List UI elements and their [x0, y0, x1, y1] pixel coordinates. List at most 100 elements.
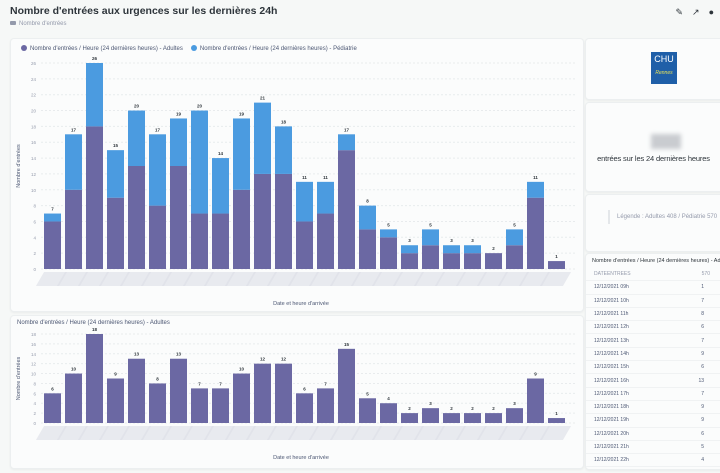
bar-adultes[interactable]: [44, 393, 61, 423]
bar-adultes[interactable]: [401, 253, 418, 269]
bar-pediatrie[interactable]: [149, 134, 166, 206]
bar-adultes[interactable]: [548, 261, 565, 269]
bar-adultes[interactable]: [233, 189, 250, 269]
column-header-date[interactable]: DATEENTREES: [594, 271, 631, 278]
bar-pediatrie[interactable]: [233, 118, 250, 190]
bar-adultes[interactable]: [275, 173, 292, 269]
bar-adultes[interactable]: [86, 334, 103, 423]
bar-adultes[interactable]: [170, 166, 187, 269]
bar-pediatrie[interactable]: [191, 110, 208, 214]
table-row[interactable]: 12/12/2021 14h 9: [586, 348, 720, 362]
pencil-icon[interactable]: ✎: [675, 7, 684, 17]
info-icon[interactable]: ●: [708, 7, 714, 17]
bar-adultes[interactable]: [128, 166, 145, 269]
bar-pediatrie[interactable]: [464, 245, 481, 254]
bar-pediatrie[interactable]: [380, 229, 397, 238]
bar-adultes[interactable]: [254, 173, 271, 269]
bar-adultes[interactable]: [212, 213, 229, 269]
bar-adultes[interactable]: [317, 213, 334, 269]
bar-adultes[interactable]: [44, 221, 61, 269]
bar-pediatrie[interactable]: [527, 181, 544, 198]
bar-pediatrie[interactable]: [296, 181, 313, 222]
bar-adultes[interactable]: [359, 398, 376, 423]
bar-adultes[interactable]: [254, 363, 271, 423]
table-row[interactable]: 12/12/2021 16h 13: [586, 374, 720, 388]
bar-adultes[interactable]: [191, 213, 208, 269]
bar-adultes[interactable]: [212, 388, 229, 423]
bar-adultes[interactable]: [128, 358, 145, 423]
bar-adultes[interactable]: [149, 383, 166, 423]
table-row[interactable]: 12/12/2021 22h 4: [586, 454, 720, 468]
bar-pediatrie[interactable]: [44, 213, 61, 222]
bar-adultes[interactable]: [422, 245, 439, 269]
bar-pediatrie[interactable]: [422, 229, 439, 246]
legend-item-adultes[interactable]: Nombre d'entrées / Heure (24 dernières h…: [21, 45, 183, 52]
legend-label: Nombre d'entrées / Heure (24 dernières h…: [199, 46, 357, 52]
bar-adultes[interactable]: [296, 393, 313, 423]
bar-adultes[interactable]: [86, 126, 103, 269]
table-row[interactable]: 12/12/2021 21h 5: [586, 441, 720, 455]
bar-adultes[interactable]: [107, 378, 124, 424]
bar-adultes[interactable]: [380, 403, 397, 423]
bar-pediatrie[interactable]: [65, 134, 82, 190]
table-row[interactable]: 12/12/2021 13h 7: [586, 334, 720, 348]
table-row[interactable]: 12/12/2021 15h 6: [586, 361, 720, 375]
bar-adultes[interactable]: [107, 197, 124, 269]
bar-pediatrie[interactable]: [317, 181, 334, 214]
column-header-value[interactable]: 570: [701, 271, 710, 278]
bar-adultes[interactable]: [317, 388, 334, 423]
bar-adultes[interactable]: [296, 221, 313, 269]
bar-pediatrie[interactable]: [107, 150, 124, 198]
bar-adultes[interactable]: [443, 413, 460, 423]
data-label: 8: [156, 376, 159, 381]
data-label: 6: [303, 386, 306, 391]
bar-pediatrie[interactable]: [170, 118, 187, 166]
table-row[interactable]: 12/12/2021 20h 6: [586, 428, 720, 441]
y-tick-label: 6: [33, 391, 36, 396]
table-row[interactable]: 12/12/2021 12h 6: [586, 321, 720, 335]
bar-pediatrie[interactable]: [338, 134, 355, 151]
table-row[interactable]: 12/12/2021 10h 7: [586, 295, 720, 308]
bar-adultes[interactable]: [149, 205, 166, 269]
bar-adultes[interactable]: [548, 418, 565, 423]
bar-pediatrie[interactable]: [401, 245, 418, 254]
bar-adultes[interactable]: [443, 253, 460, 269]
table-row[interactable]: 12/12/2021 17h 7: [586, 388, 720, 401]
bar-adultes[interactable]: [527, 378, 544, 424]
bar-adultes[interactable]: [506, 408, 523, 423]
bar-adultes[interactable]: [338, 150, 355, 269]
cell-value: 1: [701, 284, 704, 291]
bar-adultes[interactable]: [527, 197, 544, 269]
bar-pediatrie[interactable]: [254, 102, 271, 174]
bar-adultes[interactable]: [65, 373, 82, 423]
bar-pediatrie[interactable]: [443, 245, 460, 254]
bar-pediatrie[interactable]: [128, 110, 145, 166]
bar-adultes[interactable]: [191, 388, 208, 423]
table-row[interactable]: 12/12/2021 19h 9: [586, 414, 720, 428]
bar-adultes[interactable]: [359, 229, 376, 269]
bar-adultes[interactable]: [275, 363, 292, 423]
collection-breadcrumb[interactable]: Nombre d'entrées: [10, 21, 277, 27]
bar-pediatrie[interactable]: [212, 158, 229, 214]
share-arrow-icon[interactable]: ↗: [692, 7, 700, 17]
bar-adultes[interactable]: [422, 408, 439, 423]
legend-item-pediatrie[interactable]: Nombre d'entrées / Heure (24 dernières h…: [190, 45, 357, 52]
bar-adultes[interactable]: [65, 189, 82, 269]
table-row[interactable]: 12/12/2021 09h 1: [586, 281, 720, 295]
bar-adultes[interactable]: [464, 253, 481, 269]
bar-adultes[interactable]: [170, 358, 187, 423]
bar-adultes[interactable]: [401, 413, 418, 423]
bar-adultes[interactable]: [485, 253, 502, 269]
bar-adultes[interactable]: [485, 413, 502, 423]
bar-adultes[interactable]: [233, 373, 250, 423]
bar-pediatrie[interactable]: [275, 126, 292, 174]
bar-adultes[interactable]: [380, 237, 397, 269]
bar-pediatrie[interactable]: [359, 205, 376, 230]
table-row[interactable]: 12/12/2021 18h 9: [586, 401, 720, 415]
table-row[interactable]: 12/12/2021 11h 8: [586, 308, 720, 322]
bar-pediatrie[interactable]: [86, 63, 103, 127]
bar-adultes[interactable]: [464, 413, 481, 423]
bar-pediatrie[interactable]: [506, 229, 523, 246]
bar-adultes[interactable]: [338, 348, 355, 423]
bar-adultes[interactable]: [506, 245, 523, 269]
